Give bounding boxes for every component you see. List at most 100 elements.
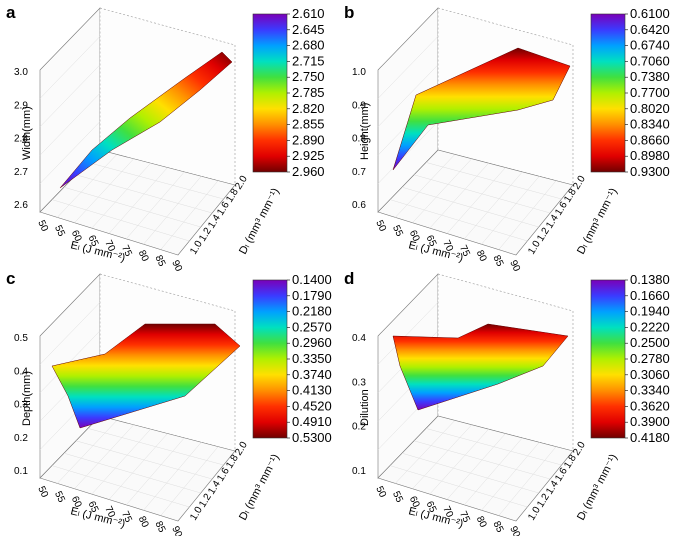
z-axis-label: Height(mm) bbox=[359, 103, 371, 160]
panel-letter: c bbox=[6, 269, 15, 288]
floor-gridline bbox=[51, 199, 190, 242]
surface bbox=[392, 47, 571, 171]
colorbar-tick-label: 0.8020 bbox=[630, 101, 670, 116]
floor-gridline bbox=[87, 162, 224, 200]
floor-gridline bbox=[412, 158, 472, 223]
colorbar-tick-label: 0.1380 bbox=[630, 272, 670, 287]
colorbar-tick-label: 0.1940 bbox=[630, 304, 670, 319]
floor-gridline bbox=[108, 167, 168, 234]
surface bbox=[51, 323, 241, 429]
x-tick-label: 90 bbox=[169, 525, 184, 536]
x-tick-label: 80 bbox=[474, 515, 489, 530]
x-tick-label: 75 bbox=[457, 510, 472, 525]
wall-gridline bbox=[39, 64, 101, 127]
colorbar-tick-label: 2.785 bbox=[292, 85, 325, 100]
floor-gridline bbox=[51, 465, 190, 508]
floor bbox=[39, 415, 236, 522]
colorbar-tick-label: 0.2570 bbox=[292, 319, 332, 334]
colorbar-tick-label: 2.925 bbox=[292, 148, 325, 163]
y-axis-label: Dₗ (mm³ mm⁻¹) bbox=[575, 452, 620, 522]
floor-gridline bbox=[57, 420, 118, 484]
floor-gridline bbox=[425, 162, 562, 200]
floor-gridline bbox=[481, 442, 540, 511]
colorbar-tick-label: 2.960 bbox=[292, 164, 325, 179]
x-tick-label: 60 bbox=[407, 495, 422, 510]
floor-gridline bbox=[91, 162, 151, 229]
floor-gridline bbox=[446, 433, 506, 500]
floor-gridline bbox=[401, 452, 539, 494]
colorbar-tick-label: 0.3620 bbox=[630, 398, 670, 413]
floor-gridline bbox=[126, 171, 185, 240]
z-tick-label: 0.6 bbox=[352, 200, 366, 211]
x-tick-label: 90 bbox=[507, 525, 522, 536]
z-tick-label: 0.5 bbox=[14, 333, 28, 344]
x-tick-label: 60 bbox=[69, 495, 84, 510]
x-tick-label: 70 bbox=[102, 239, 117, 254]
colorbar-tick-label: 0.1660 bbox=[630, 288, 670, 303]
x-tick-label: 65 bbox=[86, 234, 101, 249]
floor-gridline bbox=[75, 174, 213, 214]
colorbar bbox=[252, 279, 288, 439]
panel-a: a 2.6 2.7 2.8 2.9 3.0 Width(mm) 50 55 60 65 70 75 80 8… bbox=[6, 3, 325, 274]
floor-gridline bbox=[498, 180, 557, 250]
x-tick-label: 50 bbox=[373, 485, 388, 500]
y-tick-label: 2.0 bbox=[571, 440, 588, 458]
z-tick-label: 0.2 bbox=[14, 433, 28, 444]
x-tick-label: 70 bbox=[102, 505, 117, 520]
x-tick-label: 80 bbox=[136, 515, 151, 530]
floor-gridline bbox=[425, 428, 562, 466]
floor-gridline bbox=[395, 420, 456, 484]
z-tick-label: 2.9 bbox=[14, 100, 28, 111]
x-tick-label: 50 bbox=[35, 485, 50, 500]
colorbar bbox=[252, 13, 288, 173]
z-tick-label: 2.6 bbox=[14, 200, 28, 211]
colorbar-tick-label: 0.4910 bbox=[292, 414, 332, 429]
colorbar-tick-label: 0.3060 bbox=[630, 367, 670, 382]
x-tick-label: 80 bbox=[136, 249, 151, 264]
colorbar-tick-label: 2.680 bbox=[292, 38, 325, 53]
floor-gridline bbox=[401, 186, 539, 228]
floor-gridline bbox=[413, 440, 551, 480]
colorbar-tick-label: 0.2960 bbox=[292, 335, 332, 350]
x-tick-label: 50 bbox=[35, 219, 50, 234]
floor bbox=[377, 415, 574, 522]
y-axis-label: Dₗ (mm³ mm⁻¹) bbox=[237, 186, 282, 256]
x-tick-label: 65 bbox=[86, 500, 101, 515]
colorbar-tick-label: 0.1790 bbox=[292, 288, 332, 303]
colorbar-tick-label: 2.820 bbox=[292, 101, 325, 116]
panel-letter: a bbox=[6, 3, 16, 22]
x-tick-label: 50 bbox=[373, 219, 388, 234]
colorbar bbox=[590, 13, 626, 173]
x-tick-label: 90 bbox=[169, 259, 184, 274]
floor-gridline bbox=[389, 465, 528, 508]
x-tick-label: 90 bbox=[507, 259, 522, 274]
colorbar-tick-label: 2.750 bbox=[292, 69, 325, 84]
z-axis-label: Depth(mm) bbox=[21, 371, 33, 426]
colorbar-tick-label: 0.3740 bbox=[292, 367, 332, 382]
x-tick-label: 85 bbox=[491, 520, 506, 535]
floor-gridline bbox=[143, 176, 202, 245]
colorbar-tick-label: 0.3900 bbox=[630, 414, 670, 429]
wall-gridline bbox=[39, 302, 101, 365]
z-tick-label: 0.1 bbox=[352, 466, 366, 477]
colorbar-tick-label: 0.4130 bbox=[292, 383, 332, 398]
floor-gridline bbox=[481, 176, 540, 245]
floor-gridline bbox=[75, 440, 213, 480]
floor-gridline bbox=[429, 162, 489, 229]
x-tick-label: 55 bbox=[52, 224, 67, 239]
colorbar-tick-label: 0.5300 bbox=[292, 430, 332, 445]
x-tick-label: 55 bbox=[390, 224, 405, 239]
x-tick-label: 65 bbox=[424, 500, 439, 515]
colorbar-tick-label: 0.1400 bbox=[292, 272, 332, 287]
x-tick-label: 60 bbox=[407, 229, 422, 244]
colorbar-tick-label: 2.890 bbox=[292, 132, 325, 147]
wall-gridline bbox=[377, 64, 439, 127]
colorbar-tick-label: 0.2180 bbox=[292, 304, 332, 319]
colorbar-tick-label: 0.2780 bbox=[630, 351, 670, 366]
z-tick-label: 0.4 bbox=[14, 366, 28, 377]
colorbar-tick-label: 0.8660 bbox=[630, 132, 670, 147]
x-tick-label: 65 bbox=[424, 234, 439, 249]
colorbar-tick-label: 0.6420 bbox=[630, 22, 670, 37]
colorbar-tick-label: 0.4520 bbox=[292, 398, 332, 413]
